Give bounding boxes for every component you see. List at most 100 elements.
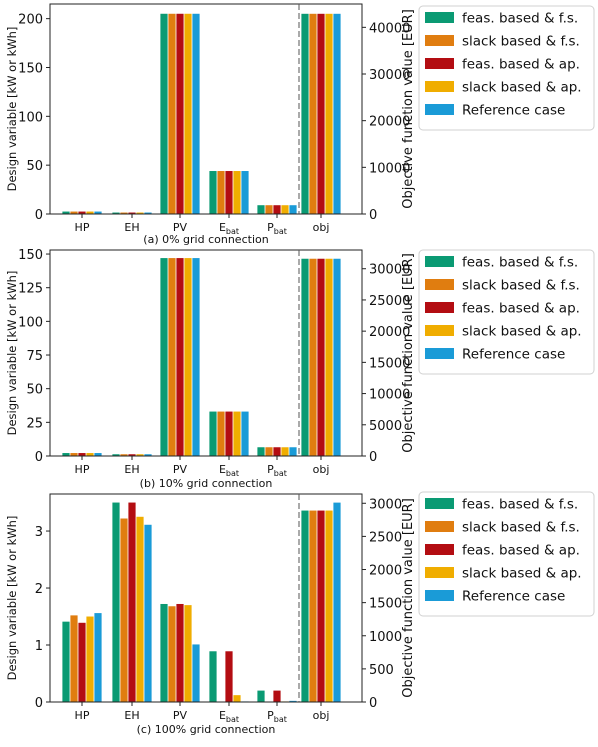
bar: [168, 258, 176, 456]
bar: [144, 212, 152, 214]
y-right-tick-label: 20000: [369, 325, 410, 340]
bar: [301, 13, 309, 214]
bar: [241, 411, 249, 456]
y-right-tick-label: 5000: [369, 419, 402, 434]
bar: [160, 258, 168, 456]
x-tick-label: Pbat: [267, 463, 287, 478]
chart-panel-3: 0 1 2 3 0 500 1000 1500 2000 2500 3000 HP EH PV Ebat Pb…: [5, 491, 595, 736]
bar: [94, 613, 102, 702]
plot-frame: [49, 3, 363, 215]
legend-swatch: [425, 104, 454, 115]
bar: [217, 411, 225, 456]
bar: [176, 603, 184, 702]
y-tick-label: 0: [35, 450, 43, 465]
legend-label: feas. based & f.s.: [462, 497, 578, 513]
legend-swatch: [425, 567, 454, 578]
x-tick-label: obj: [313, 709, 330, 722]
panel-caption: (a) 0% grid connection: [143, 233, 268, 246]
y-tick-label: 25: [26, 416, 43, 431]
y-right-tick-label: 10000: [369, 388, 410, 403]
bar: [112, 454, 120, 456]
bar: [144, 524, 152, 702]
legend-label: feas. based & ap.: [462, 301, 580, 317]
bar: [209, 171, 217, 214]
bar: [289, 447, 297, 456]
legend-swatch: [425, 58, 454, 69]
bar: [301, 510, 309, 702]
legend-swatch: [425, 498, 454, 509]
y-right-axis-label: Objective function value [EUR]: [401, 498, 416, 698]
bar: [273, 690, 281, 702]
y-right-tick-label: 2500: [369, 530, 402, 545]
legend-swatch: [425, 348, 454, 359]
bar: [309, 510, 317, 702]
y-tick-label: 50: [26, 159, 43, 174]
legend: feas. based & f.s. slack based & f.s. feas…: [418, 491, 595, 617]
bar: [333, 258, 341, 456]
bar: [70, 615, 78, 702]
bar: [78, 622, 86, 702]
x-tick-label: Pbat: [267, 221, 287, 236]
y-right-axis-label: Objective function value [EUR]: [401, 253, 416, 453]
bar: [160, 603, 168, 702]
y-tick-label: 0: [35, 696, 43, 711]
x-tick-label: HP: [75, 709, 90, 722]
bar: [192, 644, 200, 702]
bar: [112, 502, 120, 702]
bar: [160, 13, 168, 214]
panel-caption: (c) 100% grid connection: [137, 723, 276, 736]
y-tick-label: 200: [18, 13, 43, 28]
bar: [184, 258, 192, 456]
bar: [94, 211, 102, 214]
y-tick-label: 50: [26, 383, 43, 398]
legend-swatch: [425, 35, 454, 46]
bar: [273, 447, 281, 456]
bar: [70, 211, 78, 214]
bar: [62, 453, 70, 456]
bar: [289, 700, 297, 702]
legend-label: feas. based & f.s.: [462, 255, 578, 271]
bar: [144, 454, 152, 456]
y-axis-label: Design variable [kW or kWh]: [5, 516, 19, 681]
bar: [273, 205, 281, 214]
y-axis-label: Design variable [kW or kWh]: [5, 271, 19, 436]
y-tick-label: 0: [35, 208, 43, 223]
legend-swatch: [425, 325, 454, 336]
x-tick-label: PV: [173, 463, 188, 476]
bar: [120, 454, 128, 456]
legend-frame: [418, 491, 595, 617]
bar: [192, 13, 200, 214]
y-right-tick-label: 10000: [369, 161, 410, 176]
y-tick-label: 150: [18, 248, 43, 263]
bar: [120, 212, 128, 214]
bar: [168, 13, 176, 214]
y-right-axis-label: Objective function value [EUR]: [401, 9, 416, 209]
legend-label: Reference case: [462, 103, 565, 119]
bar: [128, 454, 136, 456]
x-tick-label: HP: [75, 463, 90, 476]
bar: [209, 411, 217, 456]
bar: [86, 453, 94, 456]
x-tick-label: obj: [313, 463, 330, 476]
legend-label: slack based & f.s.: [462, 520, 580, 536]
bar: [317, 510, 325, 702]
y-right-tick-label: 2000: [369, 564, 402, 579]
bar: [325, 258, 333, 456]
bar: [233, 695, 241, 702]
bar: [325, 510, 333, 702]
y-right-tick-label: 30000: [369, 263, 410, 278]
y-right-tick-label: 25000: [369, 294, 410, 309]
y-right-tick-label: 500: [369, 663, 394, 678]
bar: [217, 171, 225, 214]
y-right-tick-label: 0: [369, 696, 377, 711]
y-right-tick-label: 30000: [369, 68, 410, 83]
x-tick-label: Pbat: [267, 709, 287, 724]
y-tick-label: 125: [18, 282, 43, 297]
bar: [120, 518, 128, 702]
bar: [257, 690, 265, 702]
bar: [168, 606, 176, 702]
x-tick-label: PV: [173, 709, 188, 722]
bar: [257, 447, 265, 456]
bar: [333, 502, 341, 702]
bar: [136, 454, 144, 456]
